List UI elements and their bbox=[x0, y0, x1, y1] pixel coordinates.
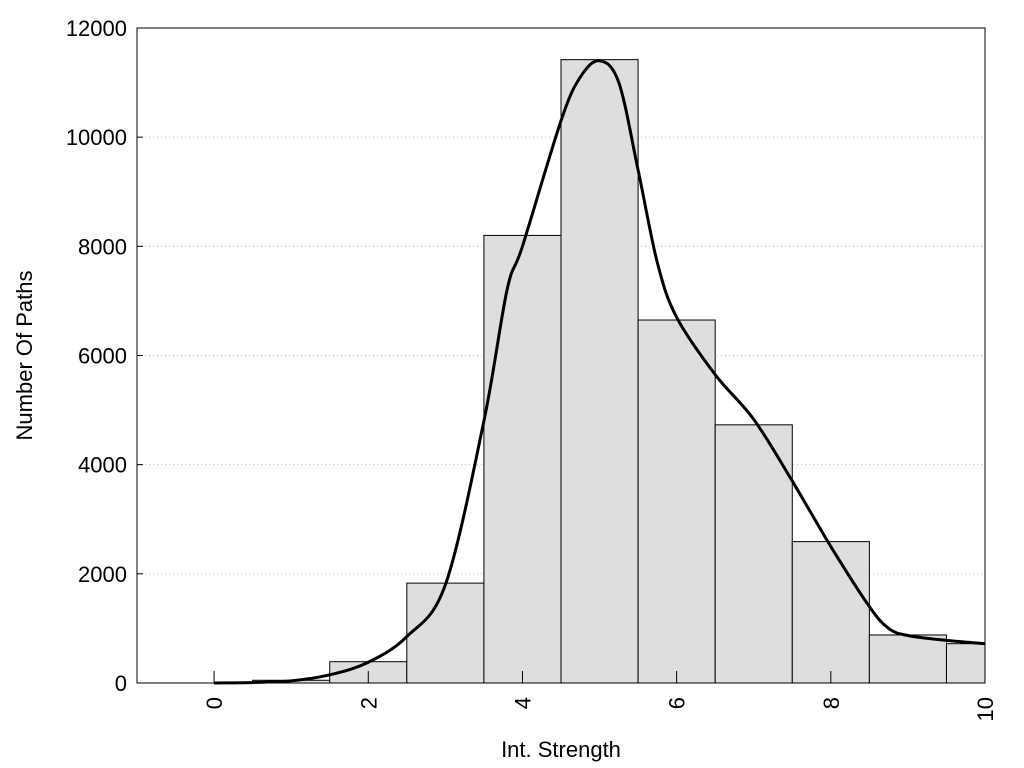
y-tick-label: 8000 bbox=[78, 234, 127, 259]
histogram-bar bbox=[791, 541, 870, 684]
y-tick-label: 6000 bbox=[78, 344, 127, 369]
x-tick-label: 4 bbox=[510, 697, 535, 709]
x-tick-label: 6 bbox=[665, 697, 690, 709]
bars bbox=[252, 59, 986, 684]
histogram-bar bbox=[637, 319, 716, 684]
x-tick-label: 2 bbox=[356, 697, 381, 709]
histogram-bar bbox=[560, 59, 639, 684]
histogram-bar bbox=[945, 643, 986, 684]
y-tick-label: 4000 bbox=[78, 453, 127, 478]
density-curve bbox=[214, 59, 986, 685]
histogram-bar bbox=[483, 234, 562, 684]
x-tick-label: 0 bbox=[202, 697, 227, 709]
y-tick-label: 2000 bbox=[78, 562, 127, 587]
y-axis: 0 2000 4000 6000 8000 10000 12000 bbox=[66, 16, 143, 696]
x-tick-label: 10 bbox=[973, 697, 998, 721]
x-axis-title: Int. Strength bbox=[501, 737, 621, 762]
x-tick-label: 8 bbox=[819, 697, 844, 709]
histogram-bar bbox=[406, 582, 485, 684]
x-axis: 0 2 4 6 8 10 bbox=[202, 671, 998, 721]
histogram-bar bbox=[868, 634, 947, 684]
y-tick-label: 0 bbox=[115, 671, 127, 696]
y-axis-title: Number Of Paths bbox=[12, 271, 37, 441]
y-tick-label: 12000 bbox=[66, 16, 127, 41]
y-tick-label: 10000 bbox=[66, 125, 127, 150]
histogram-bar bbox=[714, 424, 793, 684]
